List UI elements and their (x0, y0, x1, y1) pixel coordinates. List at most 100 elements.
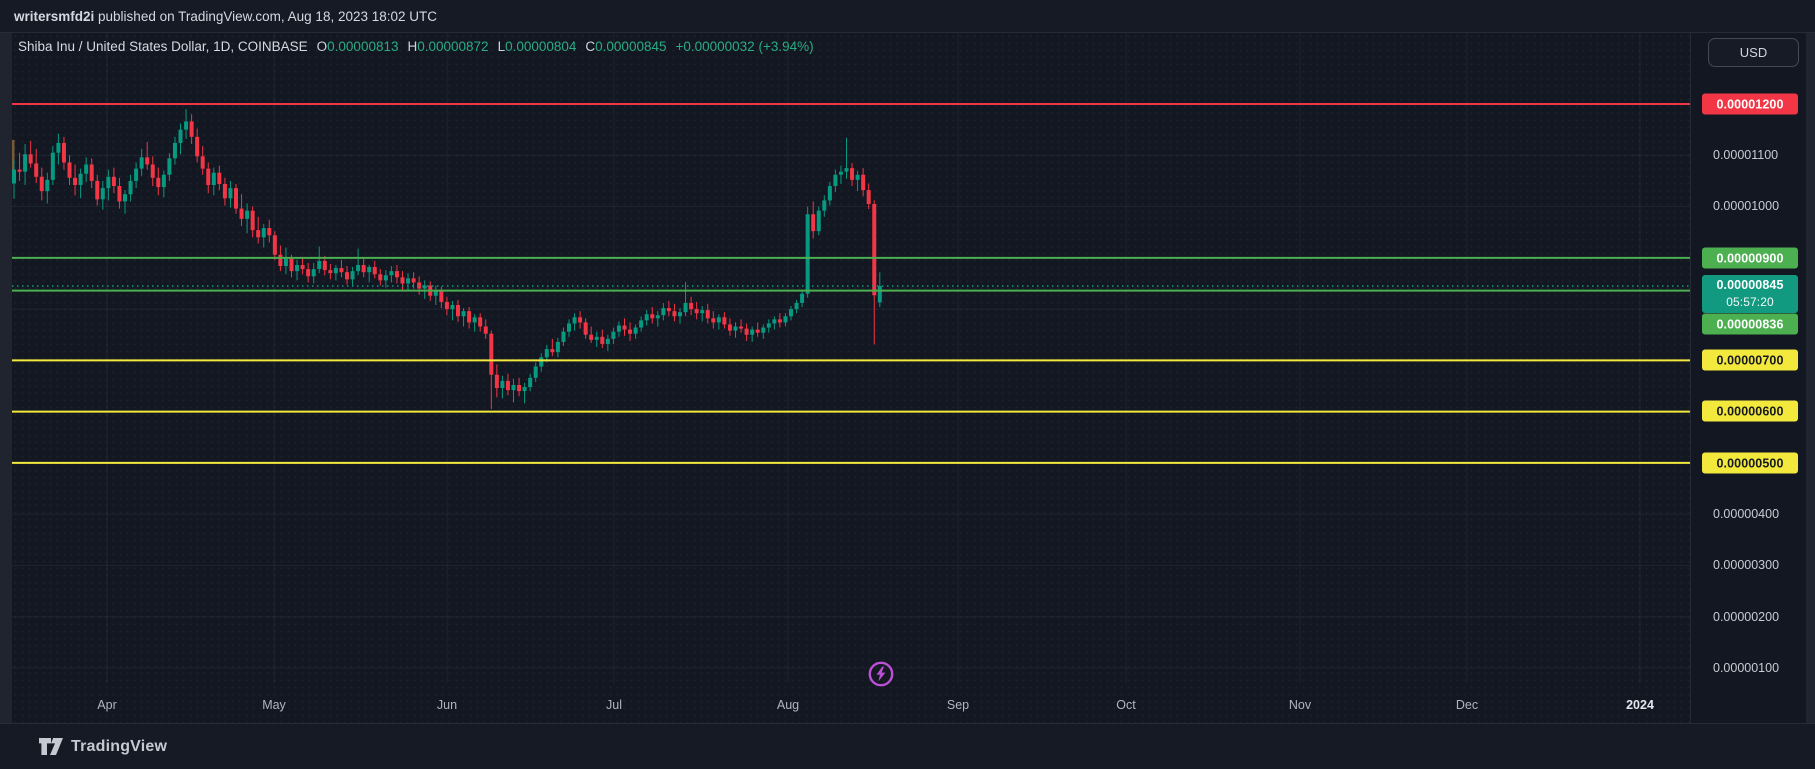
price-badge-0.00000845: 0.00000845 05:57:20 (1702, 275, 1798, 313)
candle-body (417, 282, 422, 289)
candle-body (228, 188, 233, 199)
candle-body (250, 210, 255, 231)
candle-body (400, 277, 405, 284)
candle-body (28, 154, 33, 164)
candle-body (711, 318, 716, 323)
candle-body (12, 169, 16, 184)
time-axis[interactable]: Apr May Jun Jul Aug Sep Oct Nov Dec 2024 (12, 683, 1690, 723)
candle-body (744, 328, 749, 335)
lightning-icon[interactable] (868, 661, 894, 687)
publisher-username: writersmfd2i (14, 8, 95, 24)
candle-body (184, 121, 189, 130)
candle-body (300, 264, 305, 270)
candle-body (61, 142, 66, 163)
candlestick-chart[interactable] (12, 33, 1690, 723)
time-axis-label-Oct[interactable]: Oct (1116, 698, 1136, 712)
price-axis-label: 0.00000200 (1713, 610, 1780, 624)
candle-body (322, 260, 327, 271)
candle-body (39, 176, 44, 192)
candle-body (761, 327, 766, 333)
candle-body (217, 172, 222, 184)
chart-pane[interactable]: Shiba Inu / United States Dollar, 1D, CO… (12, 33, 1690, 723)
symbol-title[interactable]: Shiba Inu / United States Dollar, 1D, CO… (18, 39, 308, 54)
candle-body (750, 329, 755, 335)
candle-body (439, 290, 444, 302)
time-axis-label-Dec[interactable]: Dec (1455, 698, 1479, 712)
candle-body (361, 264, 366, 273)
candle-body (528, 377, 533, 388)
candle-body (200, 156, 205, 169)
candle-body (522, 387, 527, 392)
candle-body (505, 380, 510, 391)
time-axis-label-Apr[interactable]: Apr (97, 698, 117, 712)
candle-body (605, 338, 610, 344)
price-badge-0.00000600: 0.00000600 (1702, 400, 1798, 422)
candle-body (650, 314, 655, 319)
candle-body (350, 271, 355, 280)
time-axis-label-2024[interactable]: 2024 (1626, 698, 1654, 712)
price-axis-label: 0.00000400 (1713, 507, 1780, 521)
candle-body (139, 157, 144, 169)
candle-body (616, 325, 621, 332)
candle-body (328, 270, 333, 274)
candle-body (533, 366, 538, 378)
candle-body (383, 275, 388, 281)
candle-body (866, 190, 871, 204)
candle-body (611, 331, 616, 339)
candle-body (561, 331, 566, 342)
candle-body (95, 180, 100, 200)
candle-body (655, 315, 660, 319)
time-axis-label-May[interactable]: May (262, 698, 286, 712)
candle-body (283, 258, 288, 267)
ohlc-low: L0.00000804 (497, 39, 577, 54)
left-gutter (0, 33, 12, 723)
candle-body (861, 174, 866, 191)
candle-body (727, 324, 732, 331)
candle-body (777, 319, 782, 323)
candle-body (600, 336, 605, 344)
candle-body (789, 309, 793, 317)
tradingview-logo[interactable]: TradingView (38, 737, 167, 756)
ohlc-close: C0.00000845 (585, 39, 667, 54)
price-change: +0.00000032 (+3.94%) (675, 39, 814, 54)
candle-body (378, 274, 383, 281)
candle-body (489, 333, 494, 375)
candle-body (733, 326, 738, 331)
candle-body (34, 163, 39, 177)
candle-body (539, 357, 544, 367)
price-badge-0.00001200: 0.00001200 (1702, 93, 1798, 115)
candle-body (844, 168, 849, 172)
candle-body (850, 168, 855, 180)
candle-body (278, 254, 283, 267)
candle-body (89, 164, 94, 181)
candle-body (639, 320, 644, 328)
candle-body (511, 384, 516, 391)
time-axis-label-Sep[interactable]: Sep (946, 698, 970, 712)
currency-toggle-button[interactable]: USD (1708, 38, 1799, 67)
chart-legend[interactable]: Shiba Inu / United States Dollar, 1D, CO… (18, 39, 814, 54)
price-axis-label: 0.00000100 (1713, 661, 1780, 675)
candle-body (117, 186, 122, 202)
candle-body (827, 186, 832, 201)
candle-body (594, 336, 599, 340)
candle-body (311, 269, 316, 277)
published-info-text: published on TradingView.com, Aug 18, 20… (94, 8, 438, 24)
price-axis-label: 0.00001100 (1713, 148, 1779, 162)
candle-body (450, 304, 455, 310)
time-axis-label-Nov[interactable]: Nov (1288, 698, 1312, 712)
time-axis-label-Aug[interactable]: Aug (776, 698, 800, 712)
candle-body (289, 258, 294, 272)
candle-body (422, 285, 427, 289)
time-axis-label-Jun[interactable]: Jun (436, 698, 458, 712)
candle-body (705, 310, 710, 319)
candle-body (78, 173, 83, 186)
candle-body (822, 200, 827, 211)
candle-body (589, 334, 594, 340)
candle-body (45, 179, 50, 192)
candle-body (694, 309, 699, 314)
time-axis-label-Jul[interactable]: Jul (606, 698, 622, 712)
candle-body (628, 329, 633, 334)
candle-body (483, 326, 488, 334)
price-axis[interactable]: 0.00001100 0.00001000 0.00000400 0.00000300… (1690, 33, 1806, 723)
candle-body (833, 174, 838, 187)
